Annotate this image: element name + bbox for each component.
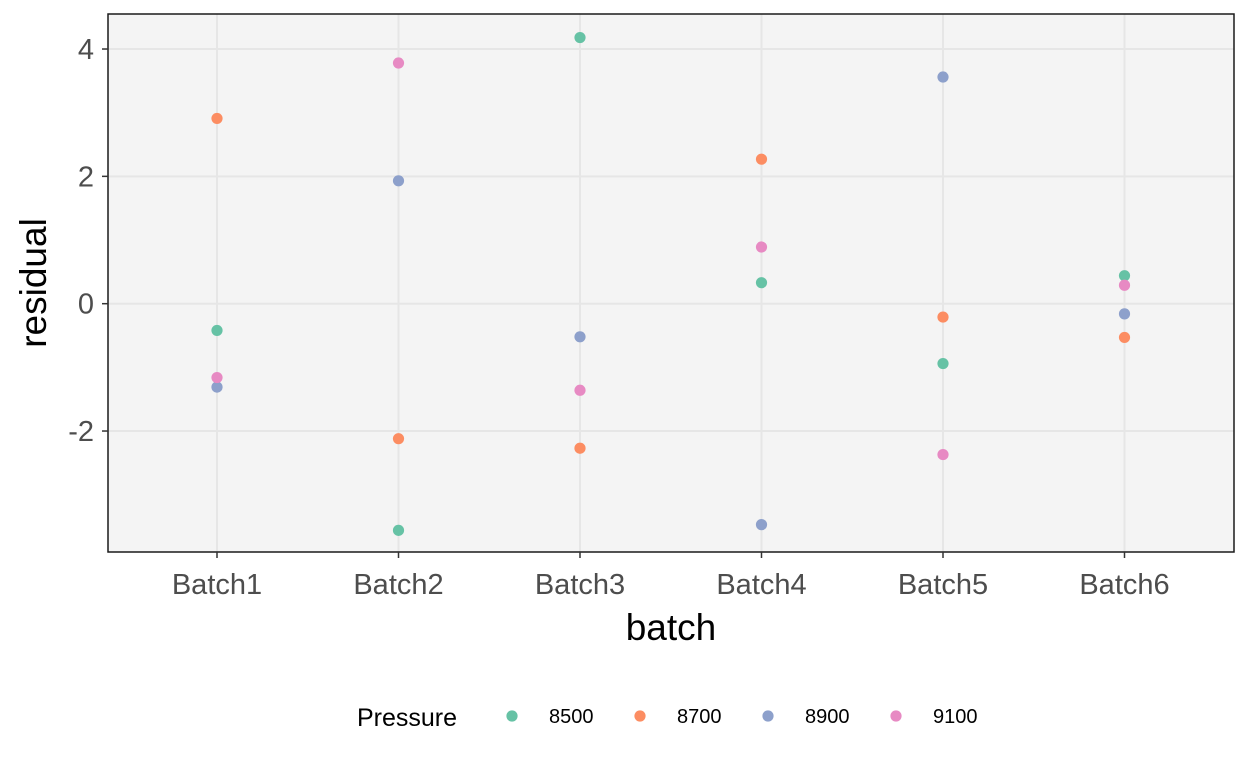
legend-label-9100: 9100 [933,706,978,728]
data-point-9100-batch6 [1118,279,1131,291]
legend-key-8500 [506,710,518,722]
data-point-8700-batch5 [937,311,949,323]
legend-label-8700: 8700 [677,706,722,728]
data-points [211,31,1131,536]
data-point-8700-batch2 [392,433,405,445]
x-axis-ticks: Batch1 Batch2 Batch3 Batch4 Batch5 Batch6 [172,552,1170,601]
y-tick-label: 4 [78,34,94,66]
legend-title: Pressure [357,704,457,732]
data-point-8700-batch1 [211,112,223,125]
data-point-8500-batch3 [574,31,586,44]
data-point-8700-batch4 [755,153,768,165]
legend-items: 8500 8700 8900 9100 [506,706,978,728]
data-point-8700-batch3 [574,442,586,454]
data-point-9100-batch3 [574,384,586,396]
x-tick-label: Batch4 [716,569,806,601]
y-tick-label: -2 [68,416,94,448]
y-tick-label: 0 [78,289,94,321]
y-axis-ticks: -2 0 2 4 [68,34,108,448]
legend-label-8900: 8900 [805,706,850,728]
data-point-8900-batch1 [211,381,223,393]
grid [108,14,1234,552]
x-tick-label: Batch2 [353,569,443,601]
x-tick-label: Batch6 [1079,569,1169,601]
data-point-8500-batch4 [755,277,768,289]
x-tick-label: Batch5 [898,569,988,601]
data-point-9100-batch1 [211,371,223,384]
data-point-9100-batch4 [755,241,768,253]
data-point-8500-batch1 [211,324,223,337]
legend: Pressure 8500 8700 8900 9100 [357,704,978,732]
data-point-9100-batch5 [937,448,949,461]
data-point-8500-batch2 [392,524,405,536]
data-point-8500-batch5 [937,357,949,370]
legend-key-8700 [634,710,646,722]
y-axis-title: residual [13,218,54,348]
x-tick-label: Batch1 [172,569,262,601]
data-point-8900-batch5 [937,71,949,83]
x-axis-title: batch [626,607,717,648]
data-point-8900-batch2 [392,175,405,187]
plot-border [107,13,1235,553]
data-point-8700-batch6 [1118,331,1131,344]
legend-key-9100 [890,710,902,722]
data-point-9100-batch2 [392,57,405,69]
data-point-8900-batch3 [574,331,586,343]
legend-label-8500: 8500 [549,706,594,728]
x-tick-label: Batch3 [535,569,625,601]
plot-panel [108,14,1234,552]
data-point-8500-batch6 [1118,270,1131,282]
y-tick-label: 2 [78,161,94,193]
data-point-8900-batch4 [755,519,768,531]
data-point-8900-batch6 [1118,308,1131,320]
legend-key-8900 [762,710,774,722]
